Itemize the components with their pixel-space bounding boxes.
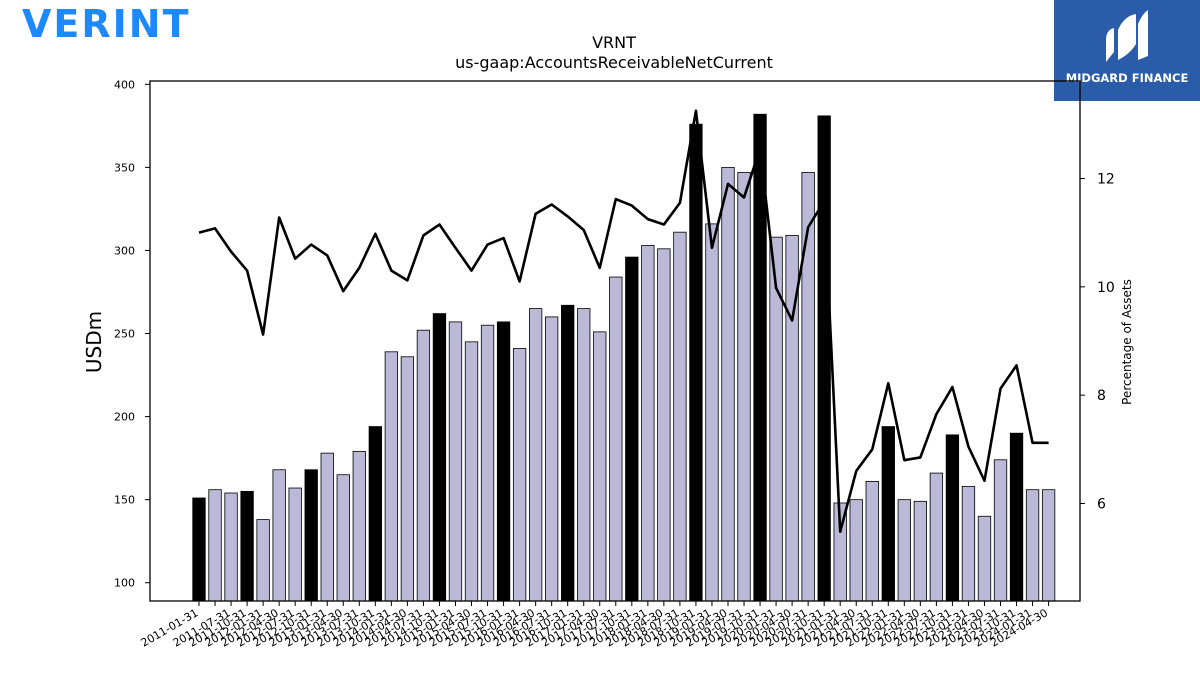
- y-tick-label: 250: [114, 328, 135, 341]
- bar: [993, 459, 1008, 602]
- midgard-logo-text: MIDGARD FINANCE: [1065, 71, 1189, 85]
- bar: [384, 351, 399, 602]
- bar: [192, 497, 206, 602]
- bar: [1025, 489, 1040, 602]
- bar: [641, 245, 655, 602]
- y-tick-label: 150: [114, 494, 135, 507]
- bar: [897, 499, 911, 602]
- bar: [416, 329, 431, 602]
- bar: [336, 474, 350, 602]
- bar: [320, 452, 334, 602]
- y-tick-label: 400: [114, 78, 135, 91]
- bar: [352, 451, 366, 602]
- bar: [577, 308, 591, 602]
- bar: [849, 499, 863, 602]
- y2-axis-label: Percentage of Assets: [1120, 279, 1134, 405]
- bar: [512, 348, 527, 602]
- bar: [1041, 489, 1056, 602]
- bar: [657, 248, 671, 602]
- bar: [673, 231, 687, 602]
- bar: [609, 276, 623, 602]
- bar: [208, 489, 222, 602]
- bar: [977, 515, 992, 602]
- y-tick-label: 200: [114, 411, 135, 424]
- bar: [881, 426, 895, 602]
- bar: [528, 308, 543, 602]
- axes-layer: 1001502002503003504006810122011-01-31201…: [114, 78, 1115, 649]
- bar: [705, 223, 719, 602]
- bar: [625, 256, 639, 602]
- plot-frame: [149, 80, 1081, 602]
- bar: [272, 469, 286, 602]
- bar: [545, 316, 559, 602]
- chart-title: VRNT: [592, 33, 636, 52]
- verint-logo: VERINT: [22, 2, 191, 46]
- bar: [801, 171, 815, 602]
- midgard-emblem-icon: [1106, 10, 1148, 62]
- bar: [561, 304, 575, 602]
- bar: [689, 123, 703, 602]
- y2-tick-label: 6: [1097, 497, 1106, 513]
- chart-subtitle: us-gaap:AccountsReceivableNetCurrent: [455, 53, 773, 72]
- bar: [448, 321, 463, 602]
- bar: [721, 166, 735, 602]
- bar: [400, 356, 415, 602]
- y-axis-label: USDm: [82, 311, 106, 373]
- bars-layer: [192, 113, 1056, 602]
- bar: [1009, 432, 1024, 602]
- midgard-finance-logo: MIDGARD FINANCE: [1054, 0, 1200, 101]
- y2-tick-label: 8: [1097, 388, 1106, 404]
- bar: [368, 426, 382, 602]
- bar: [929, 472, 944, 602]
- bar: [480, 324, 495, 602]
- y-tick-label: 100: [114, 577, 135, 590]
- bar: [496, 321, 511, 602]
- bar: [304, 469, 318, 602]
- bar: [913, 500, 927, 602]
- bar: [865, 480, 879, 602]
- bar: [464, 341, 479, 602]
- bar: [240, 490, 254, 602]
- percentage-line: [198, 109, 1049, 533]
- bar: [288, 487, 302, 602]
- y2-tick-label: 10: [1097, 280, 1115, 296]
- bar: [769, 236, 783, 602]
- bar: [224, 492, 238, 602]
- bar: [945, 434, 960, 602]
- bar: [817, 115, 831, 602]
- bar: [256, 519, 270, 602]
- line-layer: [198, 109, 1049, 533]
- bar: [961, 485, 976, 602]
- y-tick-label: 350: [114, 161, 135, 174]
- bar: [593, 331, 607, 602]
- y-tick-label: 300: [114, 244, 135, 257]
- y2-tick-label: 12: [1097, 172, 1115, 188]
- bar: [432, 313, 447, 602]
- bar: [737, 171, 751, 602]
